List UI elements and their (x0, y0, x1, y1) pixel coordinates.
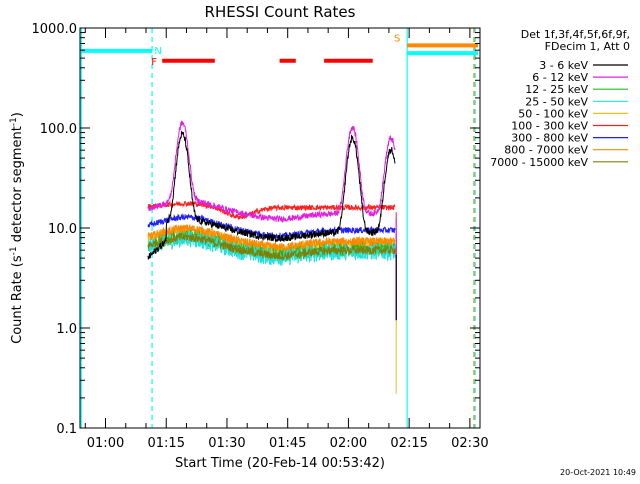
legend-entry-label: 7000 - 15000 keV (490, 156, 588, 169)
y-tick-label: 1.0 (56, 322, 77, 337)
series-line-8 (147, 224, 396, 252)
series-line-2 (147, 120, 396, 224)
flag-label-s: S (394, 33, 400, 44)
legend-header-line2: FDecim 1, Att 0 (545, 40, 630, 53)
series-line-6 (147, 199, 396, 220)
legend-entry-label: 50 - 100 keV (518, 107, 588, 120)
y-axis-label: Count Rate (s-1 detector segment-1) (9, 112, 25, 344)
series-line-1 (147, 130, 396, 260)
x-tick-label: 02:00 (330, 436, 367, 451)
y-tick-label: 1000.0 (32, 22, 78, 37)
y-axis-ticks: 0.1 1.0 10.0 100.0 1000.0 (32, 22, 480, 437)
plot-frame (79, 27, 481, 429)
legend-entry-label: 6 - 12 keV (532, 71, 588, 84)
legend-entry-label: 25 - 50 keV (525, 95, 588, 108)
flag-label-n: N (154, 46, 161, 57)
plot-area: F S N (80, 28, 478, 428)
series-line-4 (147, 230, 396, 266)
legend-entry-label: 300 - 800 keV (511, 132, 588, 145)
flag-label-f: F (151, 57, 157, 68)
x-tick-label: 01:00 (87, 436, 124, 451)
legend-entry-label: 800 - 7000 keV (504, 144, 588, 157)
x-tick-label: 01:45 (269, 436, 306, 451)
x-tick-label: 02:30 (451, 436, 488, 451)
legend: Det 1f,3f,4f,5f,6f,9f, FDecim 1, Att 0 3… (490, 28, 630, 169)
y-axis-label-sup1: -1 (9, 246, 19, 255)
y-tick-label: 10.0 (48, 222, 77, 237)
legend-entry-label: 3 - 6 keV (539, 59, 588, 72)
legend-entry-label: 12 - 25 keV (525, 83, 588, 96)
y-axis-label-part3: ) (10, 112, 25, 117)
x-tick-label: 01:15 (148, 436, 185, 451)
x-axis-ticks: 01:00 01:15 01:30 01:45 02:00 02:15 02:30 (84, 28, 489, 451)
x-tick-label: 01:30 (208, 436, 245, 451)
legend-header-line1: Det 1f,3f,4f,5f,6f,9f, (521, 28, 630, 41)
y-axis-label-part1: Count Rate (s (10, 255, 25, 344)
y-axis-label-sup2: -1 (9, 117, 19, 126)
series-line-9 (147, 232, 396, 261)
y-axis-label-part2: detector segment (10, 126, 25, 246)
y-tick-label: 100.0 (40, 122, 77, 137)
chart-title: RHESSI Count Rates (205, 3, 356, 21)
y-tick-label: 0.1 (56, 422, 77, 437)
timestamp: 20-Oct-2021 10:49 (560, 468, 636, 477)
x-tick-label: 02:15 (390, 436, 427, 451)
x-axis-label: Start Time (20-Feb-14 00:53:42) (175, 456, 385, 471)
legend-entry-label: 100 - 300 keV (511, 120, 588, 133)
